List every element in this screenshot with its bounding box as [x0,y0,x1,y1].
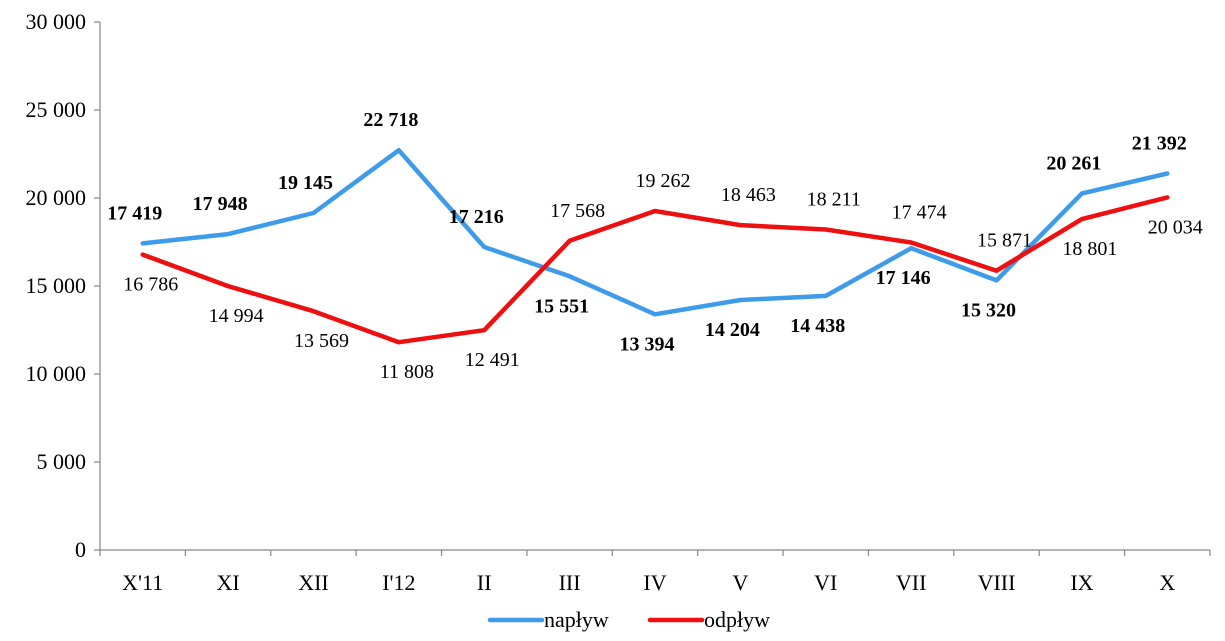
x-tick-label: XII [298,570,329,595]
data-label: 16 786 [123,274,178,296]
data-label: 12 491 [465,349,520,371]
data-label: 22 718 [363,109,418,131]
data-label: 20 261 [1046,152,1101,174]
series-lines [140,147,1170,345]
series-line-0 [140,147,1170,317]
x-tick-label: I'12 [382,570,415,595]
series-line-1 [140,195,1170,345]
data-label: 17 568 [550,200,605,222]
data-label: 14 438 [790,315,845,337]
data-label: 19 145 [278,172,333,194]
y-tick-label: 5 000 [37,449,87,474]
data-label: 17 474 [892,201,947,223]
legend-item-1: odpływ [647,607,770,632]
data-label: 15 320 [961,299,1016,321]
x-tick-label: VIII [978,570,1016,595]
data-label: 18 211 [807,188,861,210]
y-tick-label: 0 [75,537,86,562]
data-labels: 17 419 17 948 19 145 22 718 17 216 15 551 13 3… [107,109,1203,383]
legend-label: napływ [544,607,609,632]
legend: napływ odpływ [487,607,770,632]
x-tick-label: X [1159,570,1175,595]
x-tick-label: IX [1070,570,1093,595]
data-label: 13 569 [294,330,349,352]
data-label: 17 146 [876,267,931,289]
data-label: 17 948 [193,193,248,215]
x-tick-label: X'11 [122,570,163,595]
y-tick-label: 15 000 [26,273,87,298]
data-label: 13 394 [620,333,675,355]
data-label: 11 808 [380,361,434,383]
x-tick-label: XI [216,570,239,595]
axes: 0 5 000 10 000 15 000 20 000 25 000 30 000 X'11… [26,9,1211,595]
data-label: 15 551 [534,295,589,317]
x-tick-label: V [732,570,748,595]
x-tick-label: III [559,570,581,595]
data-label: 18 801 [1062,238,1117,260]
legend-label: odpływ [704,607,770,632]
y-tick-label: 20 000 [26,185,87,210]
data-label: 21 392 [1132,133,1187,155]
legend-item-0: napływ [487,607,609,632]
x-tick-label: VI [814,570,837,595]
y-tick-label: 25 000 [26,97,87,122]
data-label: 17 419 [107,202,162,224]
y-tick-label: 30 000 [26,9,87,34]
data-label: 18 463 [721,184,776,206]
x-tick-label: II [477,570,492,595]
x-tick-label: VII [896,570,927,595]
data-label: 15 871 [977,230,1032,252]
data-label: 17 216 [449,206,504,228]
data-label: 19 262 [636,170,691,192]
x-tick-label: IV [643,570,666,595]
data-label: 14 994 [209,305,264,327]
data-label: 14 204 [705,319,760,341]
y-tick-label: 10 000 [26,361,87,386]
data-label: 20 034 [1148,216,1203,238]
